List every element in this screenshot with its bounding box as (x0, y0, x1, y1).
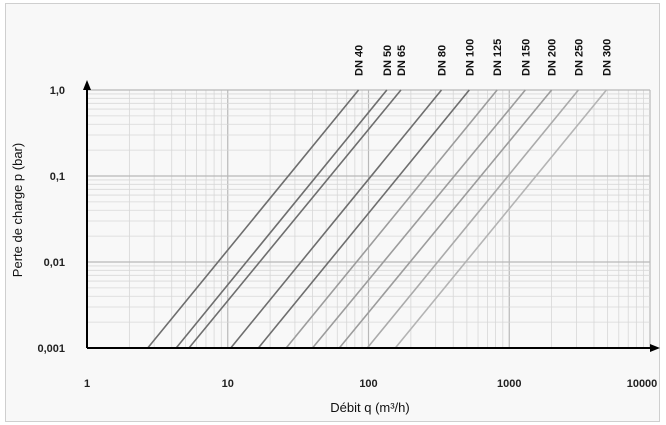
y-tick-labels: 1,0 0,1 0,01 0,001 (37, 85, 65, 355)
x-tick-label: 10 (222, 378, 234, 390)
series-line-dn-200 (338, 89, 553, 349)
x-axis-title: Débit q (m³/h) (330, 400, 409, 415)
y-axis-title: Perte de charge p (bar) (10, 143, 25, 277)
series-line-dn-125 (285, 89, 498, 349)
y-tick-label: 0,01 (44, 257, 65, 269)
x-axis-arrow-icon (650, 344, 660, 352)
series-label: DN 150 (520, 39, 532, 76)
series-label: DN 250 (573, 39, 585, 76)
x-tick-labels: 1 10 100 1000 10000 (84, 378, 657, 390)
series-line-dn-150 (311, 89, 526, 349)
series-label: DN 125 (492, 39, 504, 76)
series-label: DN 80 (436, 45, 448, 76)
series-line-dn-80 (230, 89, 443, 349)
x-tick-label: 10000 (627, 378, 658, 390)
series-line-dn-65 (188, 89, 402, 349)
series-line-dn-50 (175, 89, 388, 349)
x-tick-label: 1 (84, 378, 90, 390)
series-line-dn-250 (366, 89, 580, 349)
series-label: DN 50 (382, 45, 394, 76)
y-axis-arrow-icon (83, 80, 91, 90)
series-label: DN 200 (547, 39, 559, 76)
series-line-dn-40 (147, 89, 360, 349)
series-label: DN 300 (601, 39, 613, 76)
chart-axes (83, 80, 660, 352)
series-label: DN 40 (354, 45, 366, 76)
x-tick-label: 1000 (497, 378, 521, 390)
series-labels: DN 40 DN 50 DN 65 DN 80 DN 100 DN 125 DN 150 DN… (354, 39, 614, 76)
y-tick-label: 0,001 (37, 343, 65, 355)
series-lines (147, 89, 608, 349)
series-line-dn-300 (394, 89, 608, 349)
series-label: DN 65 (396, 45, 408, 76)
series-line-dn-100 (257, 89, 470, 349)
x-tick-label: 100 (359, 378, 377, 390)
chart-frame (5, 3, 660, 422)
series-label: DN 100 (464, 39, 476, 76)
y-tick-label: 1,0 (50, 85, 65, 97)
y-tick-label: 0,1 (50, 171, 65, 183)
